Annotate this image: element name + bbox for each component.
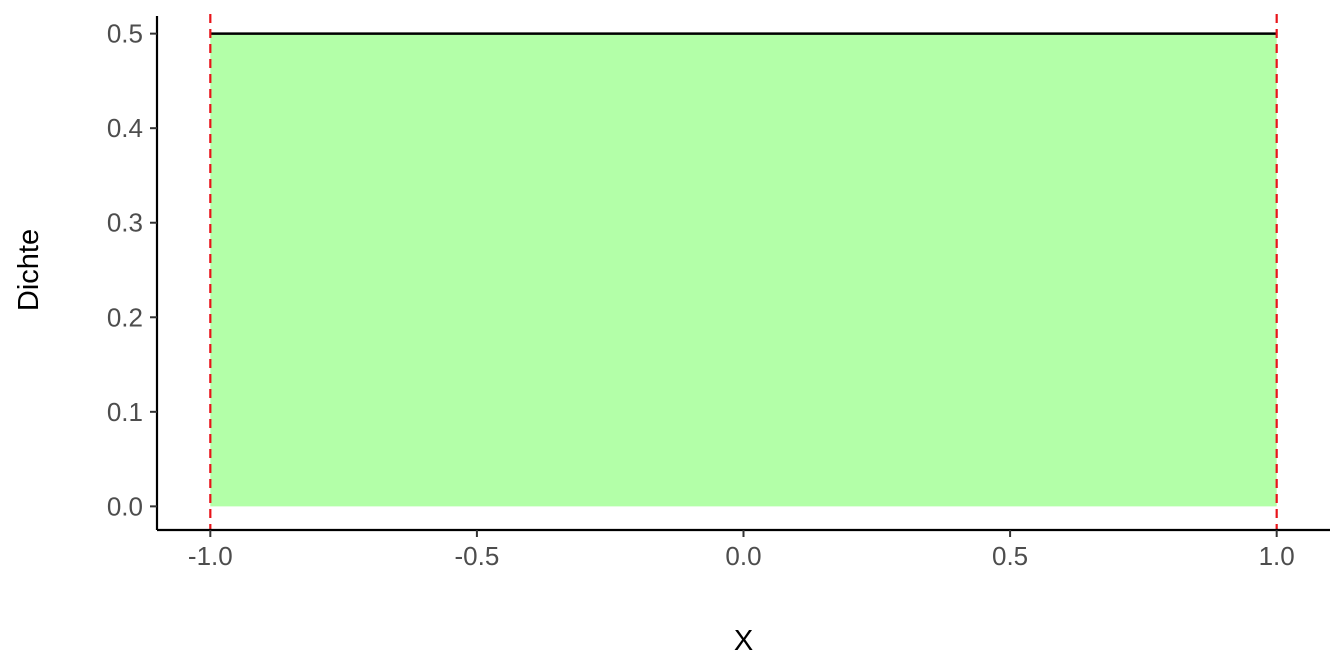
y-tick-label: 0.2 bbox=[107, 302, 143, 332]
y-axis-ticks: 0.0 0.1 0.2 0.3 0.4 0.5 bbox=[107, 19, 157, 521]
shaded-area bbox=[210, 33, 1277, 507]
y-tick-label: 0.4 bbox=[107, 113, 143, 143]
x-tick-label: -0.5 bbox=[455, 541, 500, 571]
y-tick-label: 0.0 bbox=[107, 491, 143, 521]
y-tick-label: 0.3 bbox=[107, 208, 143, 238]
y-axis-title: Dichte bbox=[13, 229, 45, 311]
x-tick-label: 0.5 bbox=[992, 541, 1028, 571]
x-tick-label: 1.0 bbox=[1259, 541, 1295, 571]
x-axis-title: X bbox=[734, 625, 753, 657]
reference-line-layer bbox=[209, 14, 1278, 530]
y-tick-label: 0.1 bbox=[107, 397, 143, 427]
area-layer bbox=[210, 33, 1277, 507]
x-tick-label: -1.0 bbox=[188, 541, 233, 571]
x-tick-label: 0.0 bbox=[725, 541, 761, 571]
y-tick-label: 0.5 bbox=[107, 19, 143, 49]
x-axis-ticks: -1.0 -0.5 0.0 0.5 1.0 bbox=[188, 530, 1295, 571]
